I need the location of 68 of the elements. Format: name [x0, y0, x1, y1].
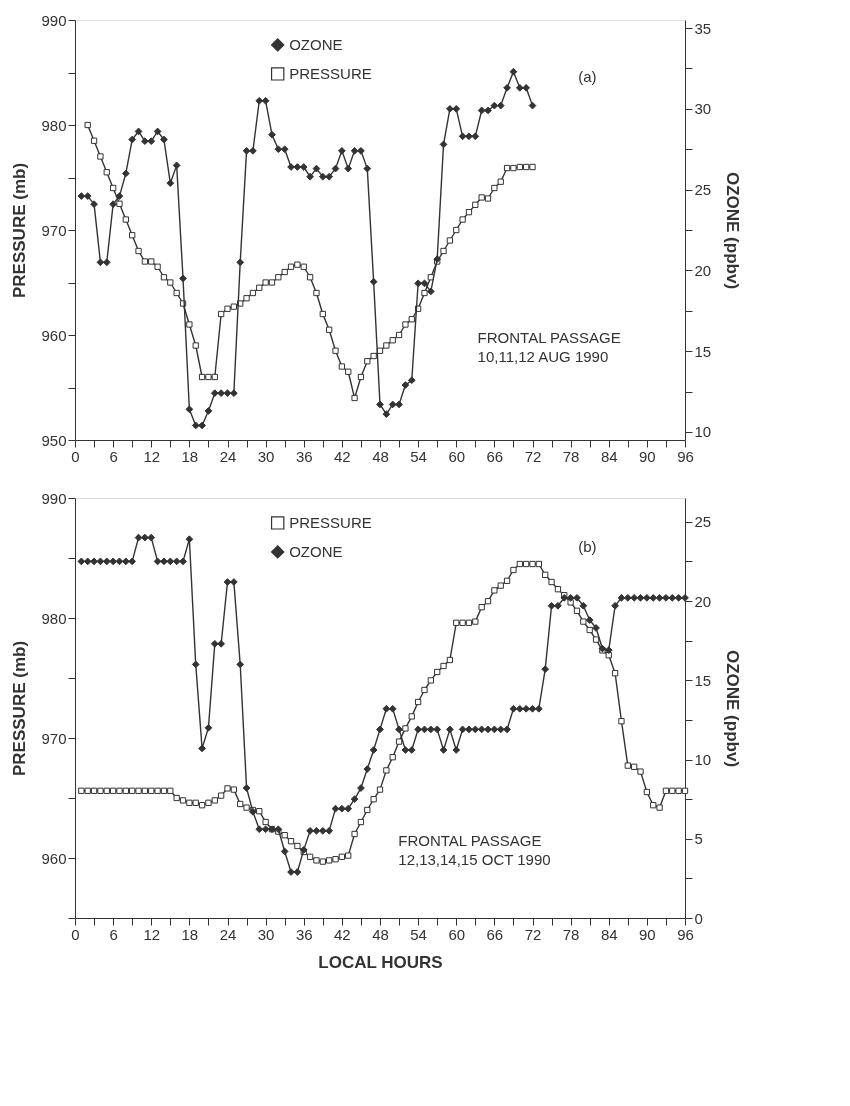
x-tick-label: 72: [524, 925, 542, 943]
x-tick-label: 48: [372, 925, 389, 943]
annotation: FRONTAL PASSAGE 12,13,14,15 OCT 1990: [398, 832, 551, 868]
x-tick-label: 12: [143, 925, 161, 943]
x-tick-label: 0: [71, 447, 80, 465]
annotation: (b): [578, 538, 597, 555]
x-tick-label: 6: [109, 925, 118, 943]
x-tick-label: 36: [295, 925, 313, 943]
y-tick-label: 970: [41, 221, 67, 239]
x-tick-label: 42: [334, 925, 351, 943]
y-tick-label: 980: [41, 609, 67, 627]
annotation: (a): [578, 68, 597, 86]
x-tick-label: 78: [562, 447, 580, 465]
y-tick-label: 960: [41, 849, 67, 867]
y-axis-title: PRESSURE (mb): [10, 162, 30, 299]
x-tick-label: 0: [71, 925, 80, 943]
x-tick-label: 24: [219, 447, 237, 465]
y2-tick-label: 5: [694, 830, 703, 848]
y2-tick-label: 20: [694, 592, 712, 610]
y2-tick-label: 15: [694, 342, 712, 360]
x-tick-label: 30: [257, 925, 275, 943]
y2-tick-label: 35: [694, 19, 712, 37]
y-tick-label: 980: [41, 116, 67, 134]
y2-axis-title: OZONE (ppbv): [723, 171, 743, 290]
y-tick-label: 950: [41, 431, 67, 449]
x-tick-label: 84: [600, 925, 618, 943]
y-tick-label: 990: [41, 489, 67, 507]
y-axis-title: PRESSURE (mb): [10, 640, 30, 777]
x-tick-label: 84: [600, 447, 618, 465]
x-tick-label: 54: [410, 447, 427, 465]
y2-tick-label: 20: [694, 261, 712, 279]
x-tick-label: 12: [143, 447, 161, 465]
x-tick-label: 6: [109, 447, 118, 465]
legend-label: OZONE: [289, 542, 343, 560]
y-tick-label: 990: [41, 11, 67, 29]
x-tick-label: 30: [257, 447, 275, 465]
y2-tick-label: 30: [694, 100, 712, 118]
y-tick-label: 960: [41, 326, 67, 344]
legend-label: PRESSURE: [289, 513, 372, 531]
x-tick-label: 60: [448, 447, 466, 465]
x-tick-label: 24: [219, 925, 237, 943]
x-tick-label: 36: [295, 447, 313, 465]
y2-tick-label: 25: [694, 181, 712, 199]
x-tick-label: 60: [448, 925, 466, 943]
x-tick-label: 66: [486, 925, 504, 943]
legend-label: PRESSURE: [289, 64, 372, 82]
x-tick-label: 72: [524, 447, 542, 465]
y2-tick-label: 25: [694, 513, 712, 531]
y2-tick-label: 10: [694, 751, 712, 769]
y2-tick-label: 15: [694, 671, 712, 689]
annotation: FRONTAL PASSAGE 10,11,12 AUG 1990: [477, 328, 621, 365]
x-tick-label: 78: [562, 925, 580, 943]
y2-tick-label: 0: [694, 909, 703, 927]
y2-tick-label: 10: [694, 423, 712, 441]
x-tick-label: 90: [639, 925, 656, 943]
y-tick-label: 970: [41, 729, 67, 747]
legend-label: OZONE: [289, 35, 343, 53]
x-tick-label: 48: [372, 447, 389, 465]
x-tick-label: 90: [639, 447, 656, 465]
x-tick-label: 54: [410, 925, 427, 943]
x-tick-label: 96: [677, 925, 694, 943]
y2-axis-title: OZONE (ppbv): [723, 649, 743, 768]
x-tick-label: 96: [677, 447, 694, 465]
x-tick-label: 66: [486, 447, 504, 465]
x-tick-label: 18: [181, 447, 199, 465]
x-tick-label: 18: [181, 925, 199, 943]
x-tick-label: 42: [334, 447, 351, 465]
x-axis-title: LOCAL HOURS: [318, 952, 443, 972]
